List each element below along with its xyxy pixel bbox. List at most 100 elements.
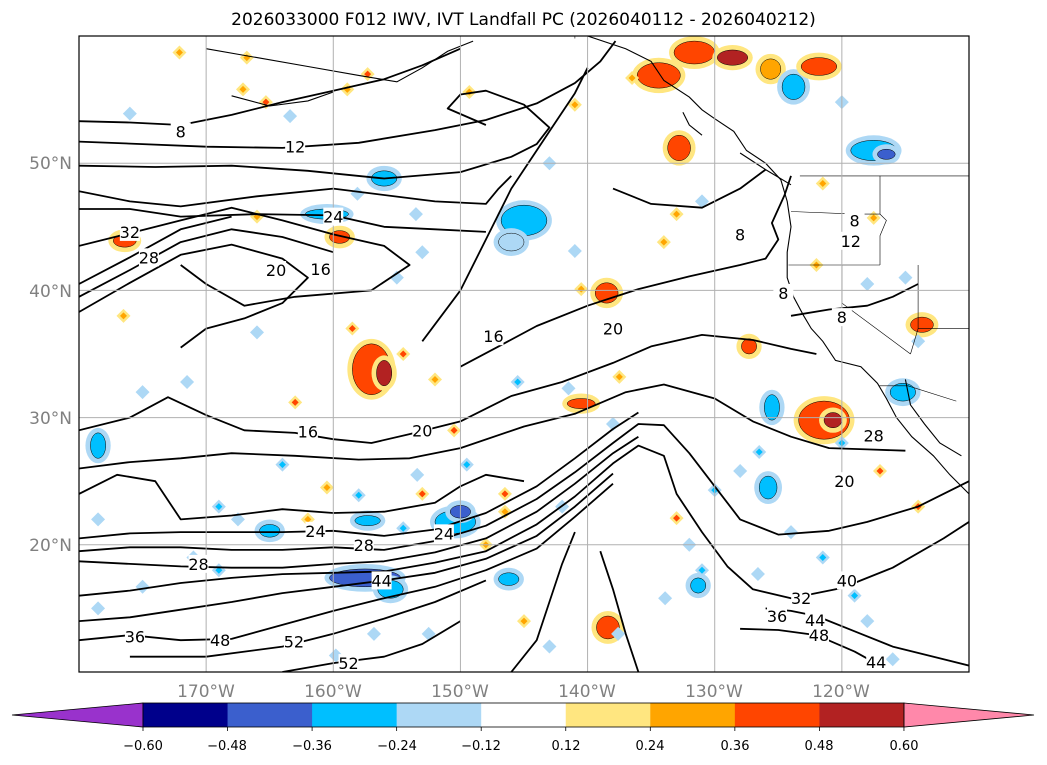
ivt-shade-blob <box>758 475 778 500</box>
ivt-shade-dot <box>870 214 878 222</box>
lat-label-40n: 40°N <box>29 282 72 302</box>
ivt-shading-layer <box>85 36 939 667</box>
contour-label: 44 <box>866 653 886 672</box>
contour-label: 20 <box>834 472 854 491</box>
colorbar-swatch <box>481 703 567 727</box>
iwv-contour-36-jet <box>79 435 639 569</box>
ivt-shade-dot <box>364 70 372 78</box>
ivt-shade-dot <box>332 651 340 659</box>
colorbar-tick-label: 0.60 <box>890 739 919 754</box>
ivt-shade-blob <box>667 134 691 161</box>
contour-label-backing <box>834 472 855 491</box>
colorbar-tick-label: −0.12 <box>461 739 501 754</box>
ivt-shade-dot <box>304 515 312 523</box>
baja-tip-coast <box>968 493 969 496</box>
contour-label-backing <box>791 589 812 608</box>
contour-label: 44 <box>371 571 391 590</box>
ivt-shade-dot <box>660 238 668 246</box>
ivt-shade-dot <box>545 643 553 651</box>
contour-label: 20 <box>603 320 623 339</box>
lat-label-30n: 30°N <box>29 409 72 429</box>
colorbar-swatch <box>734 703 820 727</box>
iwv-contour-52b-jet <box>282 620 461 672</box>
contour-label: 16 <box>483 327 503 346</box>
ivt-shade-dot <box>901 274 909 282</box>
ivt-shade-dot <box>175 49 183 57</box>
haida-gwaii-coast <box>682 112 703 136</box>
ivt-shade-dot <box>286 112 294 120</box>
iwv-contour-28-jet <box>79 411 639 540</box>
ivt-shade-blob <box>764 394 780 421</box>
ivt-shade-dot <box>425 630 433 638</box>
contour-label-backing <box>285 137 306 156</box>
colorbar-tick-label: 0.48 <box>805 739 834 754</box>
ivt-shade-dot <box>126 110 134 118</box>
iwv-contour-12-coast <box>612 168 767 209</box>
contour-label-backing <box>353 535 374 554</box>
contour-label: 52 <box>338 654 358 673</box>
ivt-shade-dot <box>348 325 356 333</box>
ivt-shade-dot <box>673 210 681 218</box>
ivt-shade-dot <box>239 85 247 93</box>
colorbar-swatch <box>565 703 651 727</box>
ivt-shade-blob <box>90 432 106 459</box>
lon-label-170w: 170°W <box>177 682 235 702</box>
ivt-shade-dot <box>698 197 706 205</box>
contour-label: 24 <box>305 522 325 541</box>
north-america-coast <box>587 36 969 495</box>
contour-label: 24 <box>323 208 343 227</box>
contour-label-backing <box>323 207 344 226</box>
colorbar <box>11 702 1035 731</box>
ivt-shade-blob <box>259 524 281 538</box>
contour-label-backing <box>188 554 209 573</box>
contour-label: 8 <box>837 308 847 327</box>
colorbar-extend-high <box>903 702 1035 728</box>
ivt-shade-dot <box>565 384 572 392</box>
contour-label: 32 <box>791 589 811 608</box>
contour-label: 28 <box>139 248 159 267</box>
contour-label: 12 <box>285 138 305 157</box>
ivt-shade-blob <box>354 515 381 526</box>
ivt-shade-dot <box>571 101 579 109</box>
iwv-contour-16-west <box>79 243 309 349</box>
contour-label: 28 <box>354 536 374 555</box>
iwv-contour-32-jet <box>79 423 969 553</box>
ivt-shade-dot <box>399 524 407 532</box>
ivt-shade-blob <box>690 577 707 594</box>
colorbar-extend-low <box>11 702 144 728</box>
contour-label: 8 <box>778 284 788 303</box>
iwv-contour-48-jet <box>79 483 614 642</box>
colorbar-tick-label: 0.24 <box>636 739 665 754</box>
iwv-contour-8-interior <box>790 283 919 317</box>
ivt-shade-blob <box>636 62 681 89</box>
ivt-shade-dot <box>736 467 744 475</box>
ivt-shade-dot <box>754 570 762 578</box>
ivt-shade-dot <box>120 312 127 320</box>
contour-label-backing <box>138 248 159 267</box>
ivt-shade-dot <box>571 247 579 255</box>
contour-label-backing <box>305 521 326 540</box>
contour-label: 28 <box>863 426 883 445</box>
contour-label: 8 <box>176 122 186 141</box>
ivt-shade-dot <box>851 592 859 600</box>
contour-label: 8 <box>735 225 745 244</box>
us-mexico-border <box>878 385 957 402</box>
contour-label: 36 <box>767 607 787 626</box>
ivt-shade-dot <box>863 617 871 625</box>
ivt-shade-blob <box>800 57 838 76</box>
ivt-shade-dot <box>418 248 426 256</box>
contour-label-backing <box>831 308 852 327</box>
contour-label-backing <box>767 607 788 626</box>
iwv-contour-20-mid <box>79 334 817 444</box>
contour-label-backing <box>338 654 359 673</box>
ivt-shade-blob <box>823 412 843 429</box>
iwv-contour-24-hawaii <box>79 473 525 521</box>
ivt-shade-dot <box>819 554 827 562</box>
contour-label: 20 <box>266 261 286 280</box>
contour-label-backing <box>297 422 318 441</box>
ivt-shade-dot <box>278 461 286 469</box>
lon-label-120w: 120°W <box>812 682 870 702</box>
ivt-shade-dot <box>755 448 763 456</box>
ivt-shade-dot <box>673 514 681 522</box>
colorbar-tick-labels: −0.60 −0.48 −0.36 −0.24 −0.12 0.12 0.24 … <box>123 739 918 754</box>
